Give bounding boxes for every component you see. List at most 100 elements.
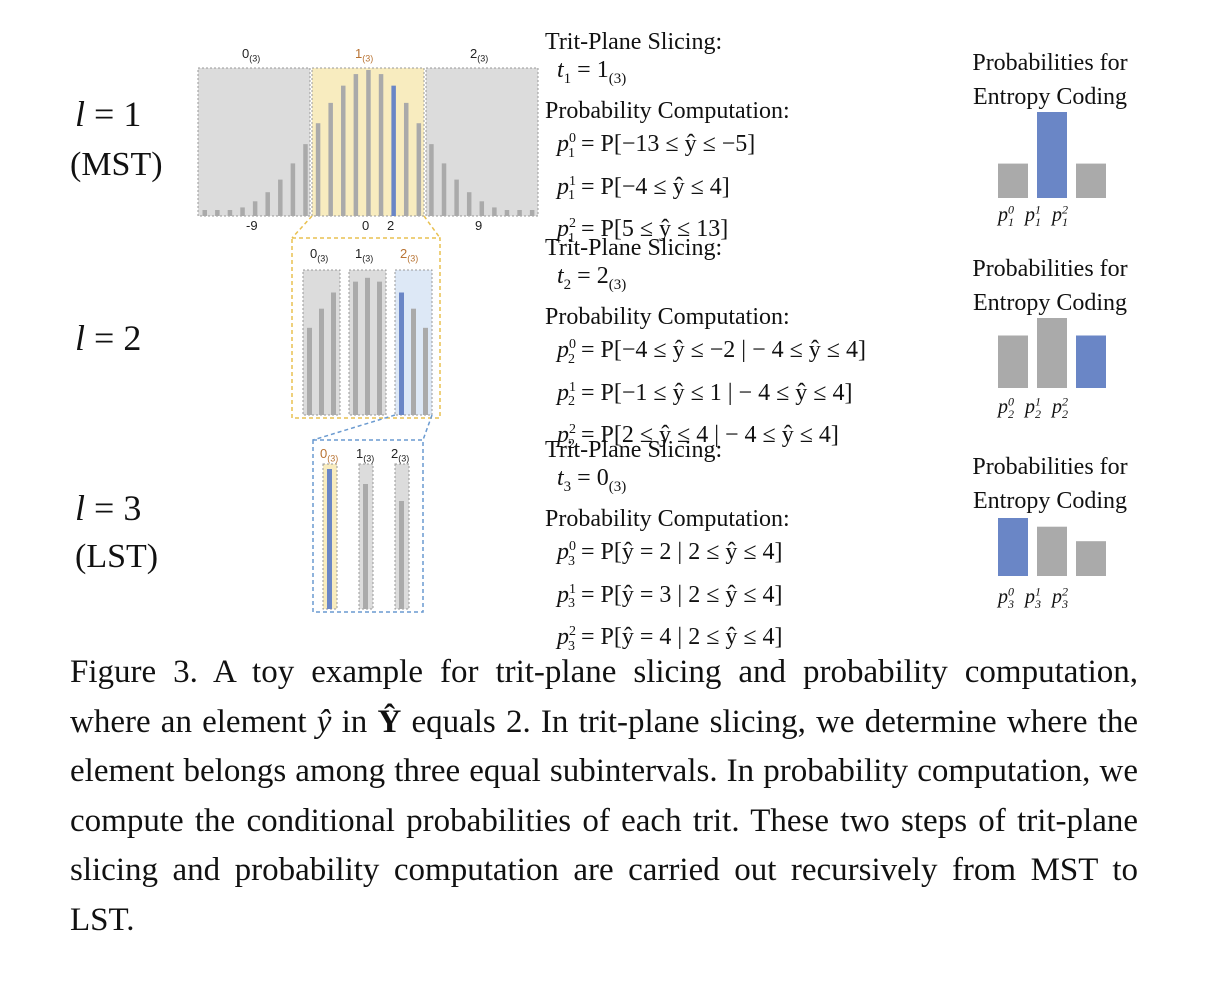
prob-row: p21 = P[5 ≤ ŷ ≤ 13]: [557, 216, 729, 247]
level-3-sub: (LST): [75, 538, 159, 575]
prob-bar: [1076, 335, 1106, 388]
prob-row: p03 = P[ŷ = 2 | 2 ≤ ŷ ≤ 4]: [557, 538, 783, 569]
prob-bar: [1037, 112, 1067, 198]
prob-row: p11 = P[−4 ≤ ŷ ≤ 4]: [557, 173, 730, 204]
figure-caption: Figure 3. A toy example for trit-plane s…: [70, 654, 1138, 938]
prob-bar: [1037, 526, 1067, 576]
l1-bar: [366, 70, 371, 216]
t-line: t1 = 1(3): [557, 57, 627, 87]
level-var: l: [75, 488, 86, 528]
l3-label-0: 0(3): [320, 446, 339, 464]
l1-bar: [517, 210, 522, 216]
l2-bar: [307, 327, 312, 415]
prob-row: p22 = P[2 ≤ ŷ ≤ 4 | − 4 ≤ ŷ ≤ 4]: [557, 422, 839, 453]
prob-row: p23 = P[ŷ = 4 | 2 ≤ ŷ ≤ 4]: [557, 624, 783, 655]
slice-title: Trit-Plane Slicing:: [545, 235, 723, 261]
prob-row: p02 = P[−4 ≤ ŷ ≤ −2 | − 4 ≤ ŷ ≤ 4]: [557, 336, 866, 367]
prob-bars-2: [998, 318, 1106, 388]
l1-bar: [290, 163, 296, 216]
level-eq: = 3: [94, 488, 142, 528]
prob-bar: [998, 335, 1028, 388]
zoom-line-left: [291, 215, 313, 239]
prob-panel-1-title: Probabilities for Entropy Coding: [972, 50, 1128, 110]
level-1-label: l = 1: [75, 94, 141, 134]
level-1-sub: (MST): [70, 146, 163, 183]
l2-bar: [377, 281, 382, 415]
prob-row: p13 = P[ŷ = 3 | 2 ≤ ŷ ≤ 4]: [557, 581, 783, 612]
prob-bar: [998, 518, 1028, 576]
l1-bar: [466, 192, 472, 216]
l1-bar: [529, 210, 535, 216]
l1-bar: [265, 192, 270, 216]
l2-frame: [291, 237, 441, 419]
l1-bar: [441, 163, 447, 216]
prob-labels-1: p01 p11 p21: [998, 202, 1068, 229]
prob-row: p01 = P[−13 ≤ ŷ ≤ −5]: [557, 130, 756, 161]
l1-bar: [353, 74, 359, 216]
prob-bars-3: [998, 518, 1106, 576]
slice-title: Trit-Plane Slicing:: [545, 29, 723, 55]
prob-bars-1: [998, 112, 1106, 198]
l1-bars: [202, 70, 535, 216]
level-eq: = 1: [94, 94, 142, 134]
t-line: t2 = 2(3): [557, 263, 627, 293]
block-3: Trit-Plane Slicing: t3 = 0(3) Probabilit…: [545, 436, 790, 661]
l1-bar: [202, 210, 207, 216]
l1-label-0: 0(3): [242, 46, 261, 64]
l1-bar: [328, 102, 333, 216]
l3-frame: [312, 439, 424, 613]
l1-label-2: 2(3): [470, 46, 489, 64]
prob-title: Probability Computation:: [545, 505, 790, 532]
l1-bar: [454, 179, 459, 216]
l1-bar: [492, 207, 497, 216]
level-var: l: [75, 318, 86, 358]
l1-bar: [303, 144, 308, 216]
trit-plane-diagram: [197, 67, 539, 613]
l2-label-2: 2(3): [400, 246, 419, 264]
l2-bar: [411, 308, 416, 415]
axis-tick-2: 2: [387, 218, 395, 233]
level-eq: = 2: [94, 318, 142, 358]
prob-title: Probability Computation:: [545, 303, 790, 330]
l1-bar: [504, 210, 510, 216]
level-3-label: l = 3: [75, 488, 141, 528]
l1-bar: [240, 207, 245, 216]
l2-bar: [353, 281, 358, 415]
l1-bar: [278, 179, 283, 216]
l3-bar: [399, 501, 404, 609]
axis-tick-neg9: -9: [246, 218, 258, 233]
l2-bar: [365, 277, 370, 415]
axis-tick-0: 0: [362, 218, 370, 233]
l3-bars: [327, 469, 404, 609]
l1-label-1: 1(3): [355, 46, 374, 64]
l1-bar: [341, 85, 346, 216]
prob-labels-2: p02 p12 p22: [998, 394, 1068, 421]
prob-bar: [998, 163, 1028, 198]
prob-labels-3: p03 p13 p23: [998, 584, 1068, 611]
slice-title: Trit-Plane Slicing:: [545, 437, 723, 463]
l3-label-2: 2(3): [391, 446, 410, 464]
l1-bar: [429, 144, 434, 216]
l1-bar: [215, 210, 220, 216]
prob-row: p12 = P[−1 ≤ ŷ ≤ 1 | − 4 ≤ ŷ ≤ 4]: [557, 379, 853, 410]
level-var: l: [75, 94, 86, 134]
l2-label-1: 1(3): [355, 246, 374, 264]
prob-panel-3-title: Probabilities for Entropy Coding: [972, 454, 1128, 514]
t-line: t3 = 0(3): [557, 465, 627, 495]
l1-bar: [378, 74, 384, 216]
block-1: Trit-Plane Slicing: t1 = 1(3) Probabilit…: [545, 28, 790, 253]
zoom-line-right: [423, 215, 441, 239]
l2-bar: [399, 292, 404, 415]
l2-label-0: 0(3): [310, 246, 329, 264]
prob-bar: [1076, 163, 1106, 198]
level-2-label: l = 2: [75, 318, 141, 358]
zoom-line-right-2: [422, 414, 433, 441]
l1-bar: [252, 201, 258, 216]
l1-bar: [391, 85, 396, 216]
l1-bar: [315, 123, 321, 216]
block-2: Trit-Plane Slicing: t2 = 2(3) Probabilit…: [545, 234, 866, 459]
prob-bar: [1076, 541, 1106, 576]
l2-bar: [423, 327, 428, 415]
prob-title: Probability Computation:: [545, 97, 790, 124]
l3-label-1: 1(3): [356, 446, 375, 464]
